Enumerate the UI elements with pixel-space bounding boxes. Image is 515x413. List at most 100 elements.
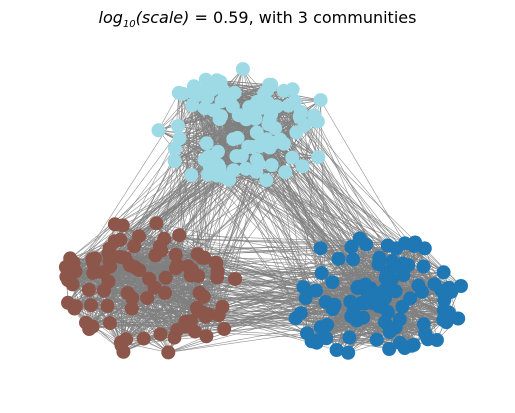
graph-node — [371, 257, 386, 272]
graph-node — [304, 334, 319, 349]
graph-edge — [93, 238, 360, 264]
graph-node — [454, 279, 468, 293]
graph-edge — [267, 102, 459, 319]
graph-node — [388, 320, 403, 335]
graph-edge — [164, 238, 218, 278]
title-suffix: = 0.59, with 3 communities — [189, 8, 417, 27]
graph-node — [158, 270, 173, 285]
graph-edge — [73, 118, 220, 263]
graph-node — [331, 251, 346, 266]
graph-node — [451, 311, 466, 326]
graph-node — [403, 291, 418, 306]
graph-node — [115, 218, 130, 233]
graph-node — [217, 322, 232, 336]
graph-edge — [154, 287, 352, 317]
graph-node — [269, 99, 284, 114]
graph-node — [249, 152, 264, 167]
title-log: log — [98, 8, 123, 27]
graph-node — [183, 268, 198, 283]
graph-node — [255, 100, 269, 115]
graph-node — [119, 332, 134, 347]
graph-node — [341, 345, 356, 360]
graph-node — [276, 83, 291, 98]
graph-node — [382, 342, 397, 356]
graph-edge — [67, 80, 218, 281]
graph-node — [238, 161, 253, 176]
graph-node — [358, 277, 373, 292]
graph-edge — [261, 107, 388, 246]
graph-node — [346, 305, 361, 319]
graph-node — [154, 243, 169, 258]
graph-node — [285, 150, 300, 165]
graph-node — [136, 331, 151, 346]
graph-node — [140, 291, 155, 306]
graph-node — [86, 255, 101, 270]
graph-node — [186, 79, 201, 94]
graph-node — [195, 250, 210, 265]
graph-node — [125, 290, 140, 305]
graph-node — [215, 299, 230, 314]
graph-edge — [199, 292, 308, 334]
graph-edge — [156, 106, 234, 224]
graph-node — [298, 291, 313, 306]
graph-edge — [326, 338, 390, 350]
graph-node — [209, 73, 224, 88]
graph-node — [235, 62, 250, 77]
graph-node — [416, 259, 431, 274]
graph-edge — [179, 234, 452, 293]
graph-edge — [158, 92, 180, 131]
graph-node — [68, 299, 83, 314]
graph-edge — [274, 128, 393, 262]
graph-node — [81, 282, 96, 297]
graph-node — [171, 119, 185, 133]
graph-node — [191, 304, 206, 319]
graph-node — [259, 173, 274, 188]
graph-node — [226, 163, 241, 178]
graph-node — [100, 299, 115, 313]
graph-node — [58, 260, 73, 275]
graph-edge — [185, 164, 219, 327]
graph-node — [167, 141, 182, 156]
graph-node — [296, 280, 311, 295]
graph-node — [210, 144, 225, 159]
graph-node — [371, 299, 386, 313]
graph-node — [172, 228, 187, 243]
graph-node — [384, 272, 399, 287]
title-log-base: 10 — [122, 19, 136, 31]
graph-node — [84, 298, 98, 313]
graph-node — [142, 271, 157, 286]
graph-node — [85, 319, 100, 334]
graph-node — [239, 112, 254, 127]
graph-node — [404, 338, 419, 353]
graph-node — [411, 278, 426, 293]
graph-edge — [108, 89, 213, 282]
graph-node — [325, 275, 340, 290]
graph-node — [359, 237, 374, 252]
graph-node — [127, 239, 142, 254]
graph-edge — [168, 284, 366, 353]
graph-node — [416, 317, 431, 332]
graph-edge — [164, 238, 367, 245]
figure-title: log10(scale) = 0.59, with 3 communities — [0, 8, 515, 30]
graph-node — [168, 247, 183, 262]
graph-node — [242, 100, 257, 115]
graph-node — [251, 138, 266, 153]
graph-node — [278, 165, 293, 180]
graph-edge — [85, 281, 333, 323]
graph-node — [309, 283, 323, 298]
graph-node — [210, 168, 225, 183]
graph-node — [102, 241, 117, 256]
graph-node — [434, 283, 449, 298]
graph-edge — [120, 269, 193, 343]
graph-node — [293, 306, 308, 321]
graph-node — [289, 125, 304, 140]
graph-node — [97, 283, 111, 298]
graph-node — [170, 323, 185, 337]
graph-node — [388, 284, 403, 299]
graph-node — [439, 315, 454, 330]
graph-node — [209, 255, 224, 270]
graph-node — [346, 252, 361, 267]
graph-edge — [71, 272, 364, 318]
